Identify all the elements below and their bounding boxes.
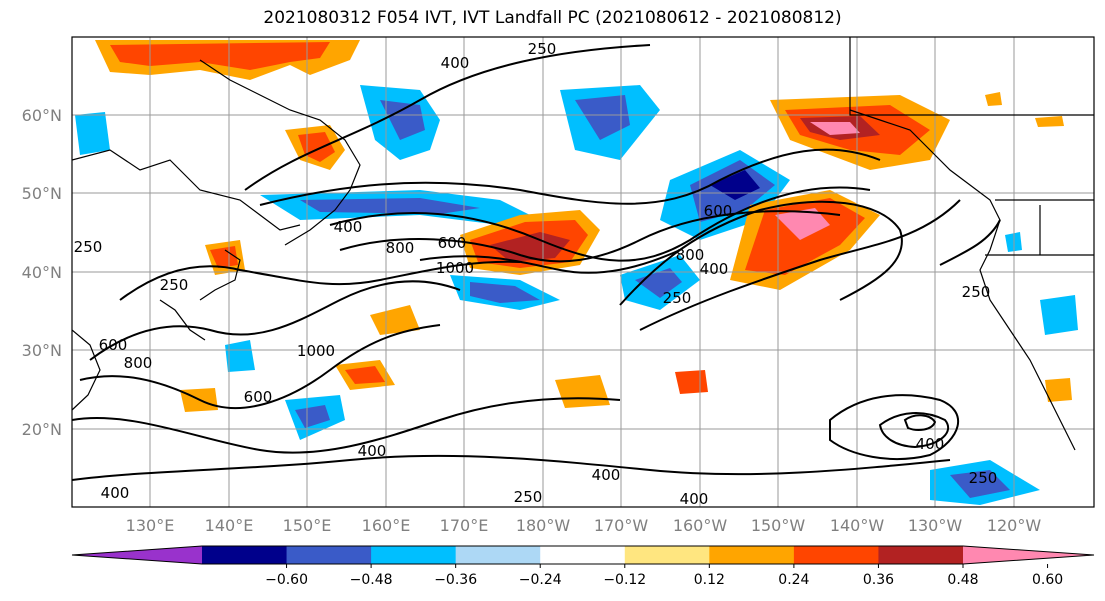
contour-label: 400: [592, 466, 621, 484]
colorbar-tick-label: 0.48: [947, 572, 978, 588]
lon-label: 160°E: [362, 516, 411, 535]
colorbar-tick-label: 0.60: [1032, 572, 1063, 588]
lon-label: 140°W: [830, 516, 885, 535]
colorbar-tick-label: −0.48: [350, 572, 393, 588]
lon-label: 150°W: [751, 516, 806, 535]
map-title: 2021080312 F054 IVT, IVT Landfall PC (20…: [263, 8, 842, 28]
colorbar-segment: [540, 546, 626, 564]
contour-label: 800: [124, 354, 153, 372]
contour-label: 250: [969, 469, 998, 487]
colorbar-segment: [793, 546, 879, 564]
contour-label: 800: [386, 239, 415, 257]
colorbar-extend-min: [72, 546, 202, 564]
contour-label: 800: [676, 246, 705, 264]
colorbar-segment: [455, 546, 541, 564]
colorbar-extend-max: [963, 546, 1094, 564]
colorbar-segment: [709, 546, 795, 564]
contour-label: 1000: [297, 342, 335, 360]
lon-label: 170°E: [440, 516, 489, 535]
shaded-field: [75, 40, 1078, 505]
colorbar-tick-label: −0.36: [434, 572, 477, 588]
contour-label: 400: [358, 442, 387, 460]
colorbar-tick-label: −0.24: [519, 572, 562, 588]
lon-label: 130°W: [908, 516, 963, 535]
colorbar-tick-label: −0.60: [265, 572, 308, 588]
contour-label: 400: [700, 260, 729, 278]
lon-label: 150°E: [283, 516, 332, 535]
lon-label: 180°W: [516, 516, 571, 535]
contour-label: 400: [916, 435, 945, 453]
contour-label: 400: [101, 484, 130, 502]
contour-label: 600: [438, 234, 467, 252]
contour-label: 250: [160, 276, 189, 294]
colorbar-segment: [202, 546, 288, 564]
lat-label: 40°N: [22, 263, 62, 282]
contour-label: 1000: [436, 259, 474, 277]
contour-label: 250: [528, 40, 557, 58]
colorbar-segment: [624, 546, 710, 564]
contour-label: 600: [99, 336, 128, 354]
lat-label: 30°N: [22, 341, 62, 360]
colorbar: −0.60 −0.48 −0.36 −0.24 −0.12 0.12 0.24 0.36 0.4…: [71, 545, 1095, 588]
colorbar-segment: [286, 546, 372, 564]
colorbar-tick-label: 0.12: [694, 572, 725, 588]
lon-label: 120°W: [987, 516, 1042, 535]
contour-label: 400: [334, 218, 363, 236]
lat-label: 50°N: [22, 184, 62, 203]
longitude-labels: 130°E 140°E 150°E 160°E 170°E 180°W 170°…: [126, 516, 1042, 535]
colorbar-outline: [71, 545, 1095, 565]
coastlines: [72, 37, 1094, 451]
colorbar-tick-label: −0.12: [603, 572, 646, 588]
contour-label: 600: [704, 202, 733, 220]
contour-label: 400: [680, 490, 709, 508]
lon-label: 140°E: [205, 516, 254, 535]
contour-label: 250: [962, 283, 991, 301]
contour-label: 600: [244, 388, 273, 406]
colorbar-segment: [371, 546, 457, 564]
contour-label: 400: [441, 54, 470, 72]
colorbar-segment: [878, 546, 964, 564]
lat-label: 20°N: [22, 420, 62, 439]
contour-label: 250: [663, 289, 692, 307]
ivt-contours: [72, 44, 1001, 481]
lon-label: 160°W: [673, 516, 728, 535]
lat-label: 60°N: [22, 106, 62, 125]
map-frame: [71, 36, 1095, 508]
contour-label: 250: [74, 238, 103, 256]
colorbar-tick-label: 0.36: [863, 572, 894, 588]
lon-label: 170°W: [594, 516, 649, 535]
lon-label: 130°E: [126, 516, 175, 535]
colorbar-tick-label: 0.24: [778, 572, 809, 588]
contour-label: 250: [514, 488, 543, 506]
latitude-labels: 60°N 50°N 40°N 30°N 20°N: [22, 106, 62, 439]
